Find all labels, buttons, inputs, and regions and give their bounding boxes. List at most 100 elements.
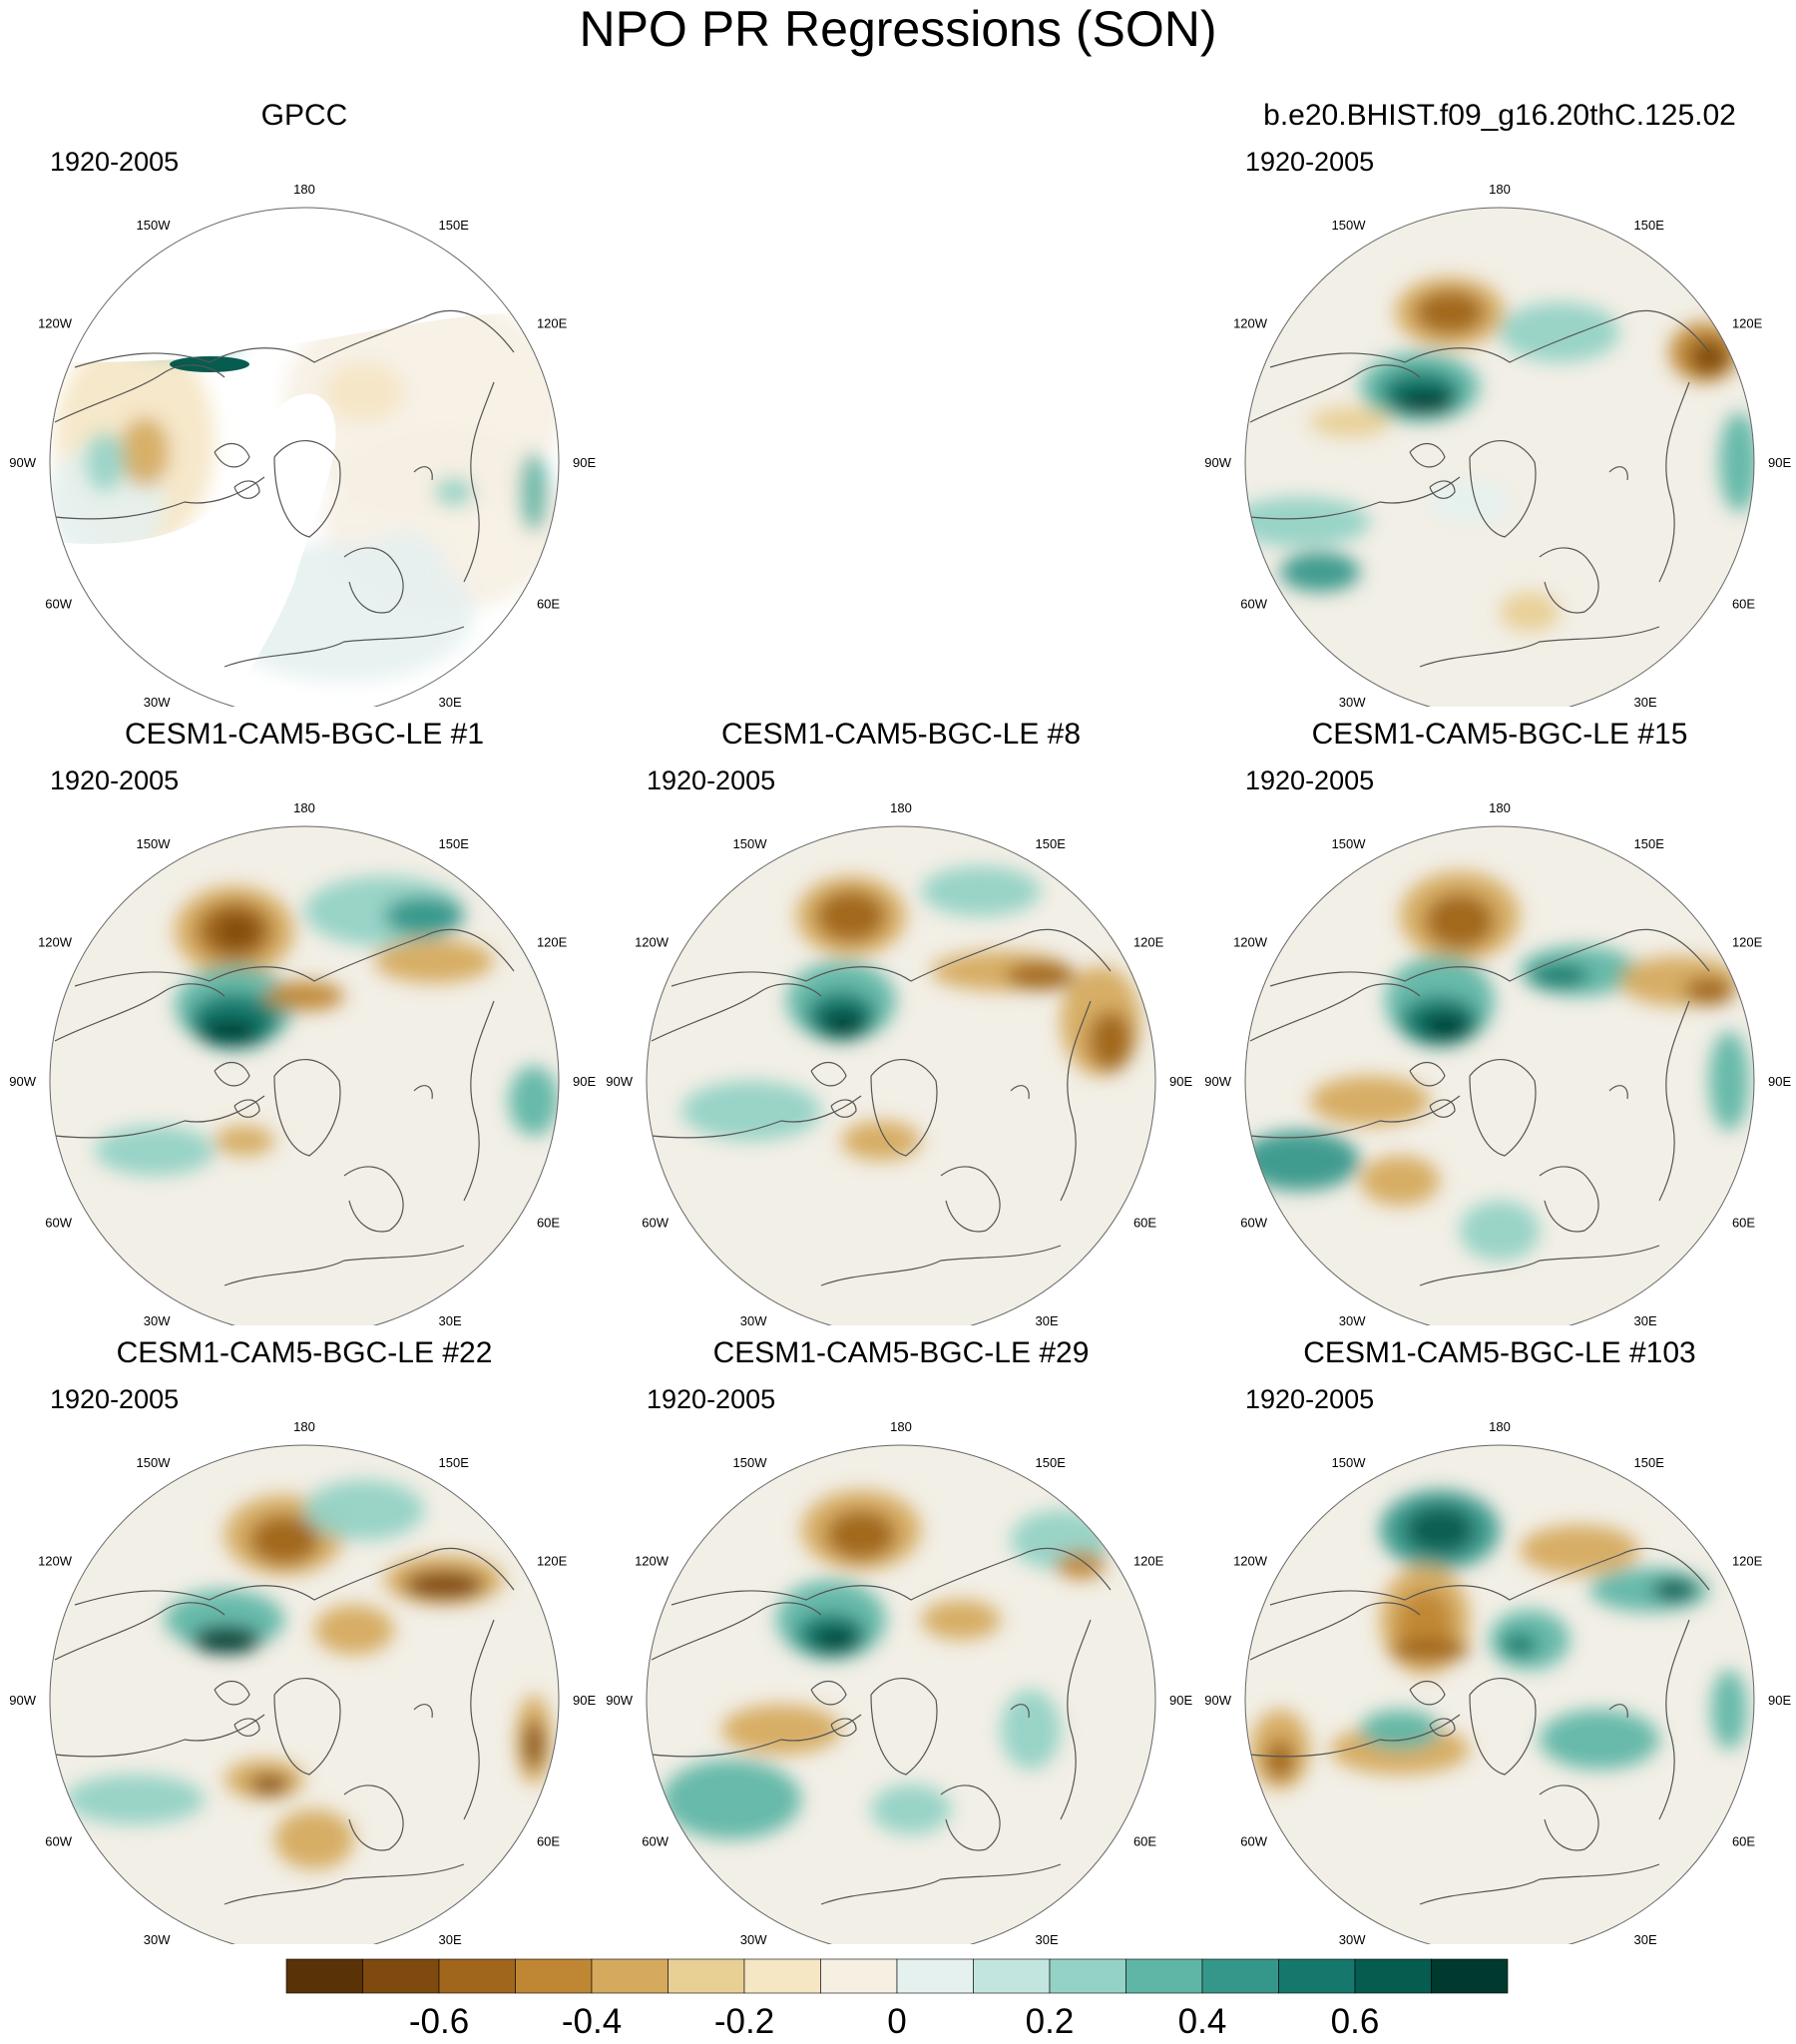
longitude-label: 180 xyxy=(890,1419,912,1434)
panel-period: 1920-2005 xyxy=(50,1384,180,1414)
longitude-label: 180 xyxy=(293,1419,315,1434)
longitude-label: 150E xyxy=(1036,836,1067,851)
longitude-label: 90E xyxy=(1169,1693,1192,1708)
panel-period: 1920-2005 xyxy=(50,147,180,177)
anomaly-blob xyxy=(1245,497,1370,547)
colorbar-tick-label: -0.2 xyxy=(714,2002,774,2041)
longitude-label: 180 xyxy=(293,800,315,815)
longitude-label: 120E xyxy=(1133,1554,1164,1569)
longitude-label: 150E xyxy=(439,836,470,851)
anomaly-blob xyxy=(1689,339,1729,375)
anomaly-blob xyxy=(1500,302,1619,362)
map-panel-le15: CESM1-CAM5-BGC-LE #15 1920-2005 180 150E 1… xyxy=(1200,717,1796,1335)
polar-map: 180150E120E90E60E30E030W60W90W120W150W xyxy=(606,1419,1192,1944)
anomaly-blob xyxy=(509,1066,559,1136)
anomaly-blob xyxy=(1265,1740,1295,1780)
anomaly-blob xyxy=(1425,893,1495,949)
colorbar-swatch xyxy=(896,1958,974,1994)
polar-map: 180150E120E90E60E30E030W60W90W120W150W xyxy=(606,800,1192,1325)
panel-period: 1920-2005 xyxy=(50,766,180,795)
anomaly-blob xyxy=(921,1600,1001,1640)
map-outline xyxy=(1244,825,1755,1325)
longitude-label: 150W xyxy=(1332,1455,1367,1470)
anomaly-blob xyxy=(264,981,344,1011)
anomaly-blob xyxy=(841,1121,921,1161)
anomaly-blob xyxy=(1500,592,1560,632)
anomaly-blob xyxy=(85,432,125,492)
anomaly-blob xyxy=(814,1630,858,1650)
anomaly-blob xyxy=(1430,482,1510,522)
coastlines xyxy=(1249,928,1710,1286)
anomaly-blob xyxy=(921,866,1041,916)
anomaly-blob xyxy=(120,417,170,487)
anomaly-blob xyxy=(1006,962,1076,990)
panel-period: 1920-2005 xyxy=(1245,1384,1375,1414)
anomaly-blob xyxy=(1360,1156,1440,1206)
anomaly-blob xyxy=(1530,964,1589,988)
map-outline xyxy=(49,825,560,1325)
anomaly-blob xyxy=(1395,390,1455,414)
map-background xyxy=(1245,208,1754,707)
longitude-label: 120W xyxy=(38,316,73,331)
longitude-label: 30E xyxy=(1634,695,1657,707)
longitude-label: 150W xyxy=(137,218,172,233)
coastlines xyxy=(1249,309,1710,668)
anomaly-blob xyxy=(1520,1525,1639,1575)
anomaly-blob xyxy=(519,452,549,532)
longitude-label: 30W xyxy=(740,1313,767,1325)
longitude-label: 150E xyxy=(439,1455,470,1470)
map-outline xyxy=(49,207,560,707)
longitude-label: 90E xyxy=(1768,455,1791,470)
longitude-label: 90W xyxy=(1204,455,1231,470)
longitude-label: 120W xyxy=(38,935,73,950)
colorbar-swatch xyxy=(1278,1958,1356,1994)
map-outline xyxy=(646,1444,1156,1944)
anomaly-blob xyxy=(200,1019,259,1043)
anomaly-blob xyxy=(1001,1690,1061,1770)
colorbar-swatch xyxy=(591,1958,669,1994)
longitude-label: 90E xyxy=(573,455,596,470)
longitude-label: 150E xyxy=(439,218,470,233)
longitude-label: 30W xyxy=(144,1932,171,1944)
longitude-label: 30E xyxy=(1634,1932,1657,1944)
longitude-label: 30W xyxy=(144,695,171,707)
coastlines xyxy=(1249,1547,1710,1905)
longitude-label: 90W xyxy=(606,1693,633,1708)
longitude-label: 60E xyxy=(1732,1216,1755,1231)
map-background xyxy=(1245,826,1754,1325)
longitude-label: 60E xyxy=(537,1834,560,1849)
longitude-label: 150E xyxy=(1634,836,1665,851)
longitude-label: 90W xyxy=(1204,1693,1231,1708)
coastlines xyxy=(54,309,515,668)
anomaly-blob xyxy=(826,1510,896,1560)
longitude-label: 120E xyxy=(1732,935,1763,950)
anomaly-blob xyxy=(1280,552,1360,592)
colorbar-tick-label: -0.4 xyxy=(562,2002,622,2041)
longitude-label: 150W xyxy=(1332,218,1367,233)
colorbar-swatch xyxy=(1125,1958,1203,1994)
panel-title: CESM1-CAM5-BGC-LE #22 xyxy=(116,1336,493,1369)
longitude-label: 120E xyxy=(1732,1554,1763,1569)
longitude-label: 60E xyxy=(1133,1216,1156,1231)
longitude-label: 90E xyxy=(1768,1693,1791,1708)
anomaly-blob xyxy=(821,1011,865,1035)
longitude-label: 60W xyxy=(1240,597,1267,612)
anomaly-blob xyxy=(1460,1201,1540,1261)
longitude-label: 90E xyxy=(1768,1074,1791,1089)
panel-period: 1920-2005 xyxy=(1245,766,1375,795)
colorbar-swatch xyxy=(285,1958,363,1994)
anomaly-blob xyxy=(1652,1578,1696,1602)
longitude-label: 30E xyxy=(1036,1932,1059,1944)
coastlines xyxy=(651,928,1112,1286)
anomaly-blob xyxy=(1360,1710,1440,1750)
panel-period: 1920-2005 xyxy=(647,766,776,795)
longitude-label: 150W xyxy=(1332,836,1367,851)
anomaly-blob xyxy=(314,1605,394,1655)
anomaly-blob xyxy=(1390,1638,1470,1662)
longitude-label: 60E xyxy=(1732,1834,1755,1849)
map-panel-le8: CESM1-CAM5-BGC-LE #8 1920-2005 180 150E 12… xyxy=(602,717,1200,1335)
anomaly-blob xyxy=(95,1126,215,1176)
longitude-label: 60E xyxy=(537,597,560,612)
panel-title: b.e20.BHIST.f09_g16.20thC.125.02 xyxy=(1263,99,1736,132)
longitude-label: 90E xyxy=(573,1693,596,1708)
